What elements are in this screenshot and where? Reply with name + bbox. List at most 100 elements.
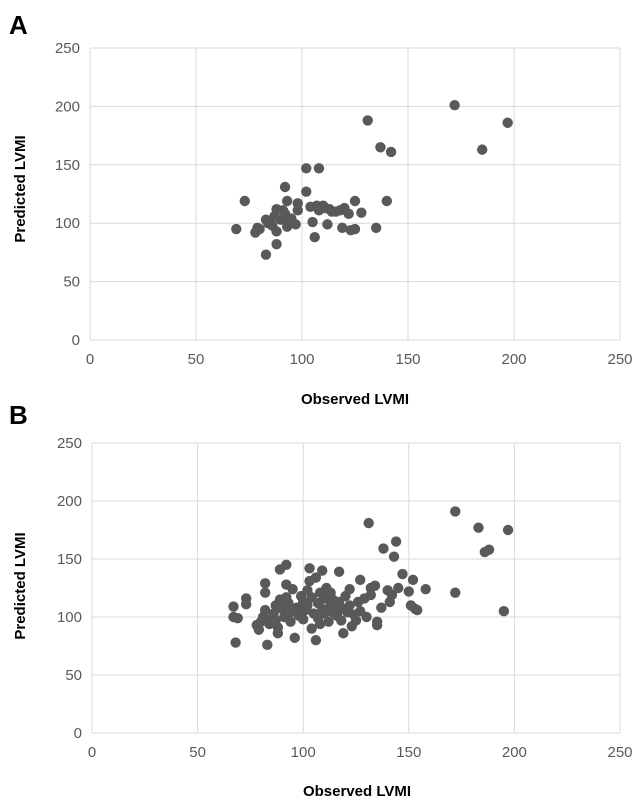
data-point xyxy=(344,600,355,611)
data-point xyxy=(232,612,243,624)
data-point xyxy=(473,522,484,533)
data-point xyxy=(289,632,300,644)
data-point xyxy=(502,117,513,128)
y-tick-label: 250 xyxy=(55,40,80,57)
data-point xyxy=(477,144,488,155)
panel-label-a: A xyxy=(9,10,28,40)
x-tick-label: 0 xyxy=(88,744,96,761)
x-tick-label: 50 xyxy=(189,744,206,761)
data-point xyxy=(355,574,366,586)
data-point xyxy=(253,624,265,635)
data-point xyxy=(259,587,271,598)
data-point xyxy=(322,219,333,230)
data-point xyxy=(361,611,372,623)
data-points-a xyxy=(231,100,513,260)
data-point xyxy=(304,563,315,574)
y-tick-label: 100 xyxy=(57,609,82,626)
y-axis-title-a: Predicted LVMI xyxy=(12,135,29,242)
data-point xyxy=(290,219,301,230)
data-point xyxy=(309,232,320,243)
y-tick-label: 100 xyxy=(55,215,80,232)
data-point xyxy=(254,223,265,235)
data-point xyxy=(371,619,383,631)
data-point xyxy=(271,239,282,250)
x-axis-title-b: Observed LVMI xyxy=(303,783,411,800)
data-point xyxy=(449,100,460,111)
tick-labels-a: 0 50 100 150 200 250 0 50 100 150 200 250 xyxy=(55,40,633,368)
y-tick-label: 0 xyxy=(74,725,82,742)
tick-labels-b: 0 50 100 150 200 250 0 50 100 150 200 250 xyxy=(57,435,633,761)
data-point xyxy=(362,115,373,126)
data-point xyxy=(287,583,298,595)
y-tick-label: 150 xyxy=(55,157,80,174)
data-point xyxy=(337,222,348,234)
panel-label-b: B xyxy=(9,400,28,430)
y-tick-label: 200 xyxy=(55,98,80,115)
data-point xyxy=(338,628,349,639)
data-point xyxy=(279,181,291,193)
scatter-chart-b: 0 50 100 150 200 250 0 50 100 150 200 250 Observed … xyxy=(12,435,633,800)
data-point xyxy=(302,600,313,611)
data-point xyxy=(298,614,309,625)
data-point xyxy=(450,587,461,598)
x-tick-label: 250 xyxy=(607,744,632,761)
data-point xyxy=(381,195,392,207)
data-point xyxy=(407,574,419,586)
data-point xyxy=(272,628,284,639)
gridlines-b xyxy=(91,442,621,734)
data-point xyxy=(349,223,361,235)
data-point xyxy=(376,602,387,613)
data-point xyxy=(307,216,318,228)
data-point xyxy=(228,601,239,612)
data-point xyxy=(259,604,271,616)
data-point xyxy=(301,186,312,197)
data-point xyxy=(498,606,510,617)
data-point xyxy=(403,586,414,597)
data-point xyxy=(314,618,326,630)
data-point xyxy=(239,195,250,207)
data-point xyxy=(310,635,322,646)
data-point xyxy=(310,572,322,583)
x-tick-label: 100 xyxy=(291,744,316,761)
y-tick-label: 50 xyxy=(63,274,80,291)
data-point xyxy=(412,604,423,616)
data-point xyxy=(313,163,325,174)
y-tick-label: 150 xyxy=(57,551,82,568)
data-point xyxy=(349,195,361,207)
data-point xyxy=(281,559,292,570)
data-point xyxy=(483,544,495,555)
data-point xyxy=(356,207,367,218)
data-point xyxy=(386,589,398,601)
scatter-chart-a: 0 50 100 150 200 250 0 50 100 150 200 250 Observed … xyxy=(12,40,633,408)
data-point xyxy=(281,195,293,207)
y-tick-label: 50 xyxy=(65,667,82,684)
data-point xyxy=(450,506,461,517)
x-tick-label: 50 xyxy=(188,351,205,368)
data-point xyxy=(230,637,241,648)
x-tick-label: 250 xyxy=(607,351,632,368)
data-point xyxy=(336,615,347,626)
x-tick-label: 200 xyxy=(502,744,527,761)
data-point xyxy=(390,536,402,547)
data-point xyxy=(323,616,334,627)
data-point xyxy=(333,566,345,577)
data-point xyxy=(365,589,376,601)
data-point xyxy=(420,583,431,595)
data-point xyxy=(292,198,303,209)
data-point xyxy=(378,543,389,554)
data-point xyxy=(350,615,362,626)
y-axis-title-b: Predicted LVMI xyxy=(12,532,29,639)
x-tick-label: 150 xyxy=(396,744,421,761)
data-point xyxy=(393,582,404,594)
gridlines-a xyxy=(89,47,621,341)
data-point xyxy=(397,568,408,580)
data-point xyxy=(317,565,328,576)
data-point xyxy=(260,249,272,260)
y-tick-label: 0 xyxy=(72,332,80,349)
data-point xyxy=(363,517,374,529)
x-tick-label: 0 xyxy=(86,351,94,368)
data-point xyxy=(306,623,317,634)
data-point xyxy=(271,226,282,237)
data-point xyxy=(369,580,381,591)
